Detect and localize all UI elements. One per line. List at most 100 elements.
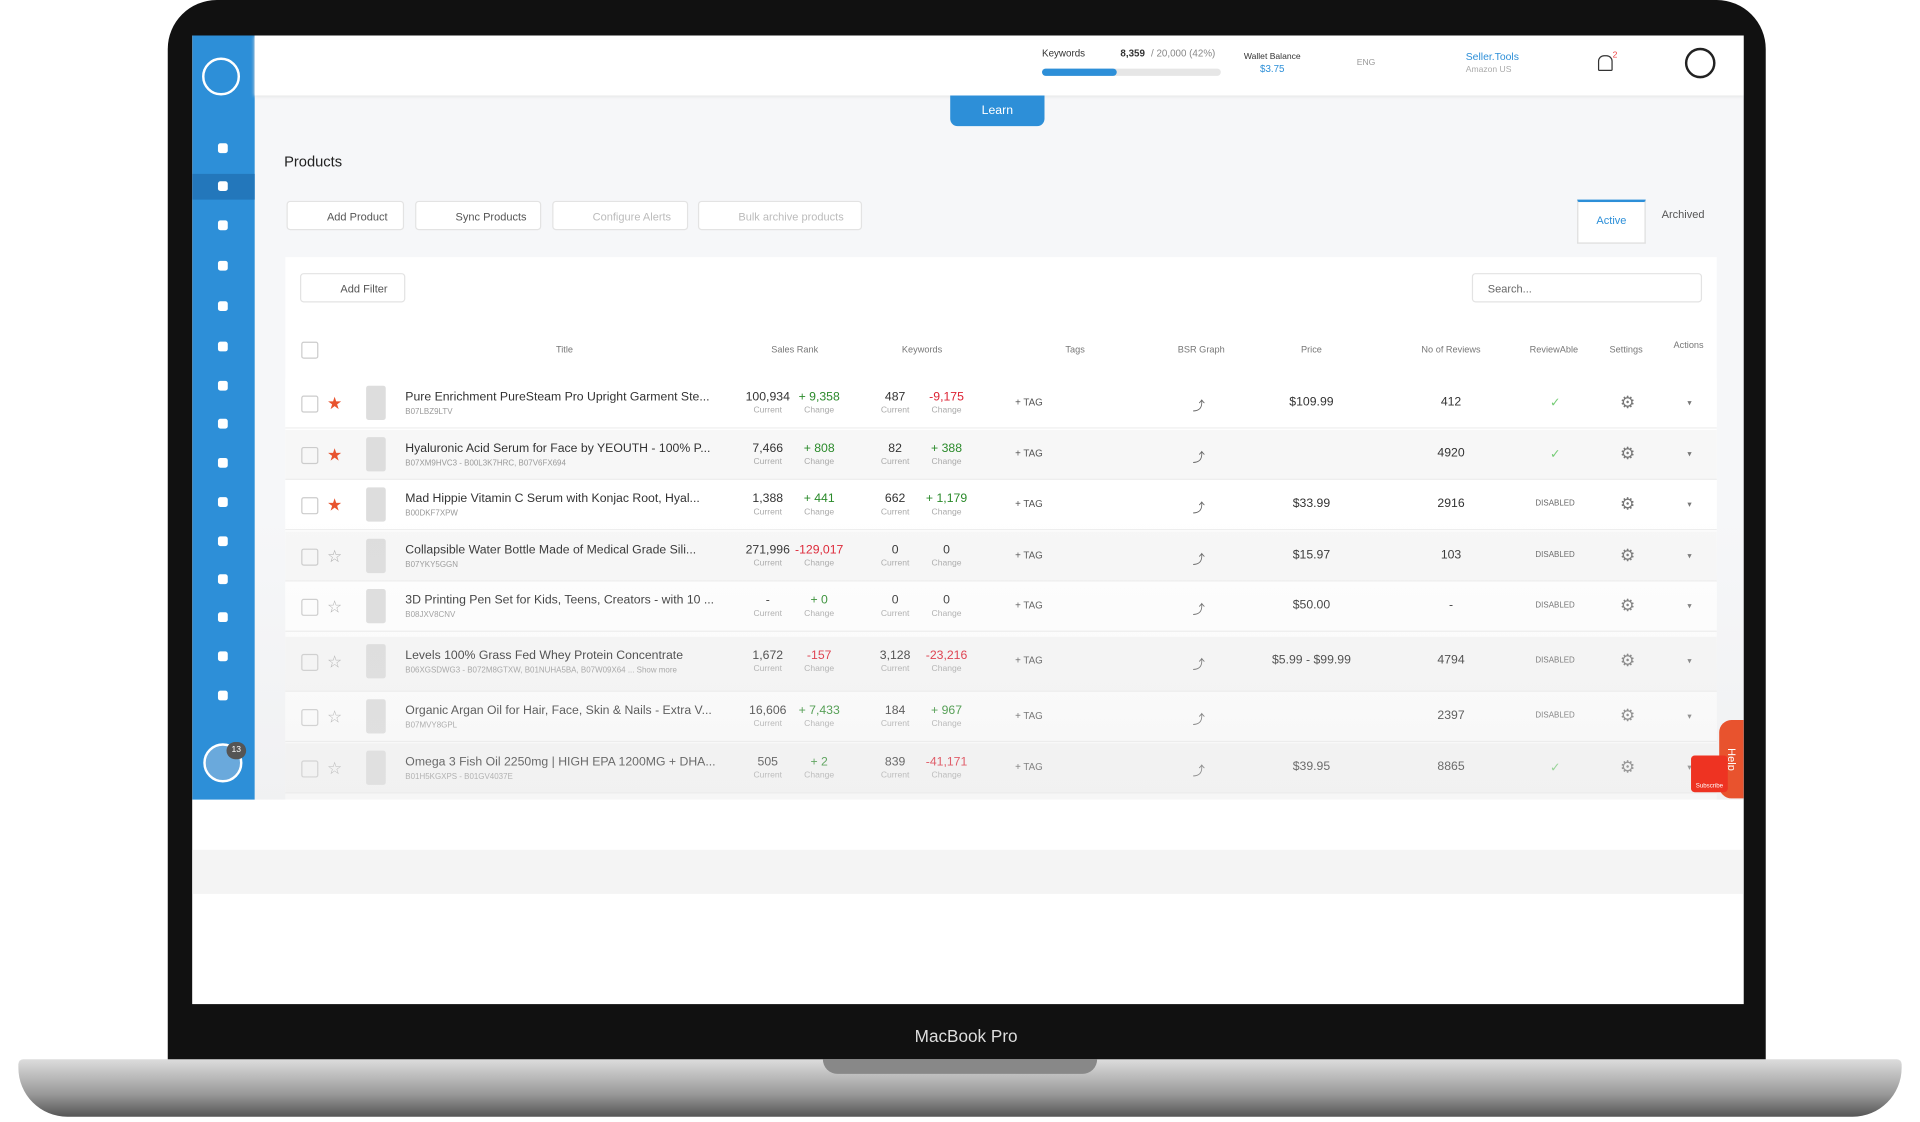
product-title[interactable]: Organic Argan Oil for Hair, Face, Skin &… — [405, 704, 711, 717]
nav-icon[interactable] — [217, 536, 228, 547]
row-checkbox[interactable] — [301, 708, 319, 727]
tag-button[interactable]: + TAG — [1015, 448, 1043, 460]
column-header[interactable]: Price — [1300, 344, 1322, 356]
bsr-graph[interactable]: ⤴ — [1192, 400, 1205, 414]
row-checkbox[interactable] — [301, 497, 319, 515]
nav-icon[interactable] — [217, 380, 228, 391]
product-title[interactable]: Mad Hippie Vitamin C Serum with Konjac R… — [405, 492, 700, 506]
star[interactable]: ☆ — [327, 758, 342, 779]
product-title[interactable]: Collapsible Water Bottle Made of Medical… — [405, 544, 696, 557]
star[interactable]: ★ — [326, 444, 343, 465]
nav-icon[interactable] — [217, 497, 228, 507]
settings-gear[interactable]: ⚙ — [1620, 545, 1635, 566]
settings-gear[interactable]: ⚙ — [1620, 705, 1635, 726]
toolbar-button[interactable]: Add Product — [286, 200, 405, 231]
product-title[interactable]: 3D Printing Pen Set for Kids, Teens, Cre… — [405, 594, 714, 607]
star[interactable]: ☆ — [327, 596, 342, 617]
nav-icon[interactable] — [217, 690, 228, 701]
toolbar-button[interactable]: Configure Alerts — [552, 200, 689, 231]
column-header[interactable]: BSR Graph — [1177, 344, 1225, 356]
settings-gear[interactable]: ⚙ — [1620, 391, 1636, 412]
column-header[interactable]: ReviewAble — [1529, 344, 1579, 356]
nav-icon[interactable] — [217, 143, 228, 154]
row — [285, 531, 1717, 582]
product-title[interactable]: Hyaluronic Acid Serum for Face by YEOUTH… — [405, 442, 711, 456]
column-header[interactable]: No of Reviews — [1421, 344, 1481, 356]
tag-button[interactable]: + TAG — [1015, 498, 1043, 510]
row-checkbox[interactable] — [301, 598, 319, 616]
star[interactable]: ☆ — [327, 546, 342, 567]
row-checkbox[interactable] — [301, 395, 319, 413]
nav-icon[interactable] — [217, 651, 228, 662]
language[interactable]: ENG — [1356, 58, 1376, 68]
toolbar-button[interactable]: Bulk archive products — [697, 200, 863, 231]
actions-caret[interactable]: ▾ — [1687, 711, 1691, 722]
bsr-graph[interactable]: ⤴ — [1193, 709, 1205, 727]
tag-button[interactable]: + TAG — [1015, 550, 1043, 561]
row-checkbox[interactable] — [301, 446, 319, 465]
add-filter[interactable]: Add Filter — [300, 273, 406, 303]
column-header[interactable]: Sales Rank — [771, 344, 819, 356]
actions-caret[interactable]: ▾ — [1687, 601, 1691, 611]
reviewable-check: ✓ — [1549, 396, 1561, 411]
column-header[interactable]: Keywords — [901, 344, 943, 356]
tag-button[interactable]: + TAG — [1015, 600, 1043, 611]
tag-button[interactable]: + TAG — [1015, 710, 1043, 721]
actions-caret[interactable]: ▾ — [1687, 551, 1691, 561]
tab-active[interactable]: Active — [1577, 199, 1646, 244]
row-checkbox[interactable] — [301, 653, 319, 672]
header-checkbox[interactable] — [301, 341, 319, 359]
star[interactable]: ☆ — [327, 651, 342, 672]
nav-icon[interactable] — [217, 220, 228, 231]
tag-button[interactable]: + TAG — [1015, 762, 1043, 773]
column-header[interactable]: Tags — [1065, 344, 1085, 356]
bsr-graph[interactable]: ⤴ — [1193, 654, 1205, 672]
tag-button[interactable]: + TAG — [1015, 396, 1043, 408]
nav-icon[interactable] — [217, 181, 228, 192]
bsr-graph[interactable]: ⤴ — [1193, 599, 1205, 617]
settings-gear[interactable]: ⚙ — [1620, 443, 1636, 463]
actions-caret[interactable]: ▾ — [1687, 399, 1692, 408]
nav-icon[interactable] — [217, 457, 228, 468]
nav-icon[interactable] — [217, 301, 228, 312]
search-box[interactable]: Search... — [1471, 273, 1703, 303]
star[interactable]: ☆ — [327, 707, 342, 728]
row-checkbox[interactable] — [301, 760, 319, 778]
settings-gear[interactable]: ⚙ — [1620, 650, 1635, 671]
settings-gear[interactable]: ⚙ — [1620, 595, 1635, 616]
column-header[interactable]: Actions — [1673, 339, 1704, 351]
product-title[interactable]: Pure Enrichment PureSteam Pro Upright Ga… — [405, 390, 710, 405]
nav-icon[interactable] — [217, 612, 228, 623]
tag-button[interactable]: + TAG — [1015, 655, 1043, 666]
learn-button[interactable]: Learn — [950, 95, 1045, 127]
settings-gear[interactable]: ⚙ — [1620, 757, 1635, 778]
nav-icon[interactable] — [217, 260, 228, 271]
actions-caret[interactable]: ▾ — [1687, 656, 1691, 667]
settings-gear[interactable]: ⚙ — [1620, 493, 1636, 514]
star[interactable]: ★ — [326, 393, 343, 413]
tab-archived[interactable]: Archived — [1661, 208, 1705, 221]
product-title[interactable]: Levels 100% Grass Fed Whey Protein Conce… — [405, 649, 683, 662]
bsr-graph[interactable]: ⤴ — [1192, 451, 1205, 466]
product-title[interactable]: Omega 3 Fish Oil 2250mg | HIGH EPA 1200M… — [405, 756, 715, 769]
nav-icon[interactable] — [217, 418, 228, 429]
actions-caret[interactable]: ▾ — [1687, 450, 1692, 460]
column-header[interactable]: Title — [555, 344, 573, 356]
actions-caret[interactable]: ▾ — [1687, 500, 1692, 510]
actions-caret[interactable]: ▾ — [1687, 763, 1691, 773]
column-header[interactable]: Settings — [1609, 344, 1643, 356]
row-checkbox[interactable] — [301, 548, 319, 566]
nav-icon[interactable] — [217, 574, 228, 585]
bell[interactable] — [1597, 55, 1613, 72]
bsr-graph[interactable]: ⤴ — [1192, 502, 1205, 516]
reviewable-check: ✓ — [1550, 762, 1560, 775]
star[interactable]: ★ — [326, 494, 343, 515]
bsr-graph[interactable]: ⤴ — [1193, 549, 1205, 566]
docs-button[interactable] — [203, 743, 243, 783]
store-name[interactable]: Seller.Tools — [1465, 50, 1519, 63]
toolbar-button[interactable]: Sync Products — [415, 200, 542, 231]
avatar[interactable] — [1684, 47, 1716, 79]
subscribe-button[interactable]: Subscribe — [1691, 755, 1728, 793]
bsr-graph[interactable]: ⤴ — [1193, 760, 1205, 778]
nav-icon[interactable] — [217, 341, 228, 352]
